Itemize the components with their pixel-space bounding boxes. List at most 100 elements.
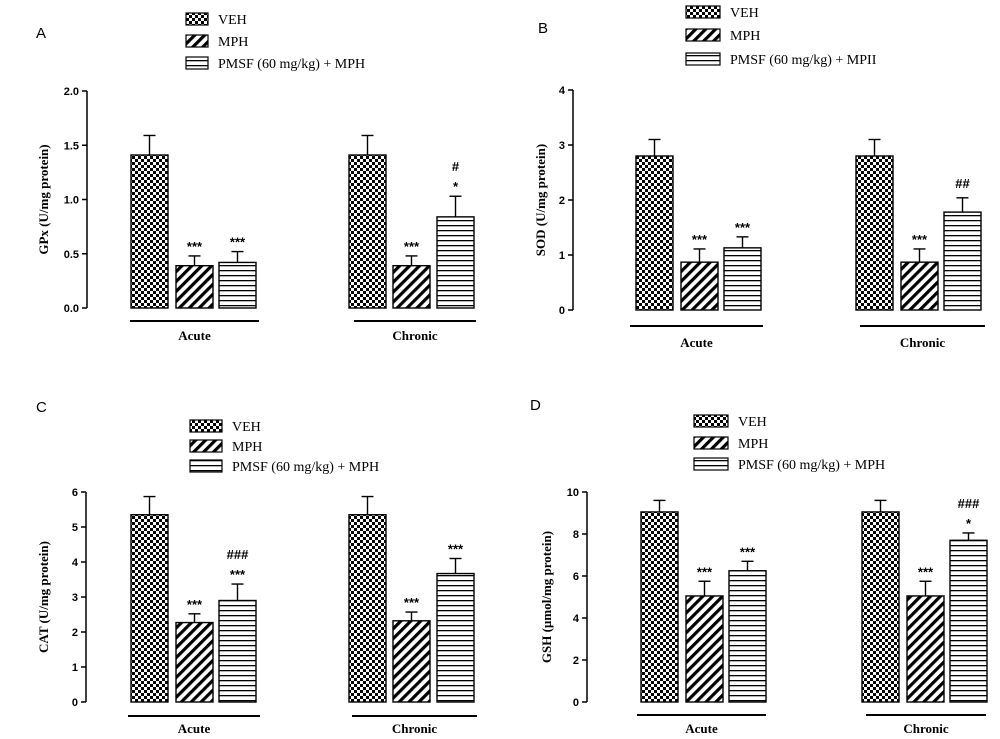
- significance-label: ***: [448, 542, 464, 557]
- bar-acute-pmsf-60-mg-kg-mpii: [723, 247, 762, 311]
- legend-label: MPH: [738, 437, 768, 452]
- significance-label: ***: [740, 544, 756, 559]
- bar-acute-pmsf-60-mg-kg-mph: [218, 261, 257, 309]
- legend-swatch: [693, 457, 729, 471]
- y-tick-label: 0: [72, 697, 78, 709]
- bar-chronic-mph: [392, 264, 431, 309]
- y-axis-title: GPx (U/mg protein): [36, 144, 51, 254]
- y-axis-title: SOD (U/mg protein): [533, 144, 548, 256]
- legend-swatch: [693, 436, 729, 450]
- y-axis-title: GSH (µmol/mg protein): [539, 531, 554, 663]
- bar-chronic-pmsf-60-mg-kg-mph: [436, 216, 475, 309]
- significance-label: ###: [227, 547, 249, 562]
- significance-label: ***: [404, 595, 420, 610]
- legend-label: PMSF (60 mg/kg) + MPII: [730, 53, 877, 68]
- group-label-chronic: Chronic: [392, 328, 437, 343]
- panel-letter: D: [530, 397, 541, 414]
- significance-label: ***: [187, 239, 203, 254]
- significance-label: ***: [697, 564, 713, 579]
- legend-label: MPH: [730, 29, 760, 44]
- group-label-chronic: Chronic: [903, 721, 948, 736]
- y-tick-label: 1: [72, 662, 78, 674]
- legend-label: PMSF (60 mg/kg) + MPH: [218, 57, 365, 72]
- bar-chronic-mph: [906, 595, 945, 703]
- bar-acute-veh: [640, 511, 679, 703]
- panel-letter: B: [538, 20, 548, 37]
- significance-label: ***: [912, 232, 928, 247]
- group-label-chronic: Chronic: [392, 721, 437, 736]
- y-tick-label: 6: [72, 487, 78, 499]
- panel-b: B 0 1 2 3 4 SOD (U/mg protein) *** *** Acute *** ##…: [533, 5, 985, 350]
- legend-swatch: [185, 34, 209, 48]
- legend-swatch: [189, 459, 223, 473]
- y-tick-label: 0: [573, 697, 579, 709]
- legend: VEH MPH PMSF (60 mg/kg) + MPII: [685, 5, 877, 68]
- significance-label: #: [452, 159, 460, 174]
- bar-acute-pmsf-60-mg-kg-mph: [728, 570, 767, 703]
- significance-label: ***: [918, 564, 934, 579]
- significance-label: ***: [187, 597, 203, 612]
- legend-swatch: [685, 5, 721, 19]
- significance-label: *: [453, 179, 459, 194]
- bar-chronic-veh: [348, 514, 387, 703]
- y-tick-label: 0.5: [64, 249, 79, 261]
- bar-chronic-pmsf-60-mg-kg-mph: [436, 572, 475, 703]
- significance-label: ***: [230, 567, 246, 582]
- y-tick-label: 4: [573, 613, 580, 625]
- bar-chronic-mph: [392, 620, 431, 703]
- group-label-acute: Acute: [685, 721, 718, 736]
- legend-label: VEH: [730, 6, 759, 21]
- y-tick-label: 3: [72, 592, 78, 604]
- legend-label: PMSF (60 mg/kg) + MPH: [738, 458, 885, 473]
- significance-label: ***: [735, 220, 751, 235]
- y-tick-label: 2: [72, 627, 78, 639]
- legend-label: VEH: [738, 415, 767, 430]
- bar-chronic-pmsf-60-mg-kg-mpii: [943, 211, 982, 311]
- significance-label: *: [966, 516, 972, 531]
- y-tick-label: 2.0: [64, 86, 79, 98]
- significance-label: ###: [958, 496, 980, 511]
- panel-d: D 0 2 4 6 8 10 GSH (µmol/mg protein) *** *** Acute…: [530, 397, 988, 736]
- significance-label: ***: [230, 235, 246, 250]
- y-tick-label: 2: [573, 655, 579, 667]
- group-label-acute: Acute: [178, 328, 211, 343]
- legend: VEH MPH PMSF (60 mg/kg) + MPH: [693, 414, 885, 473]
- bar-chronic-veh: [861, 511, 900, 703]
- y-tick-label: 10: [567, 487, 579, 499]
- bar-chronic-veh: [348, 154, 387, 309]
- panel-c: C 0 1 2 3 4 5 6 CAT (U/mg protein) *** ### *** Acute…: [36, 399, 477, 736]
- y-tick-label: 1.5: [64, 140, 79, 152]
- legend-swatch: [685, 28, 721, 42]
- y-tick-label: 1: [559, 250, 565, 262]
- legend-label: VEH: [232, 420, 261, 435]
- bar-acute-veh: [130, 154, 169, 309]
- legend-swatch: [189, 439, 223, 453]
- y-tick-label: 0.0: [64, 303, 79, 315]
- bar-acute-veh: [635, 155, 674, 311]
- legend-swatch: [185, 56, 209, 70]
- bar-acute-mph: [175, 621, 214, 703]
- legend-label: VEH: [218, 13, 247, 28]
- panel-letter: C: [36, 399, 47, 416]
- y-tick-label: 4: [72, 557, 79, 569]
- legend-label: PMSF (60 mg/kg) + MPH: [232, 460, 379, 475]
- legend-label: MPH: [232, 440, 262, 455]
- y-tick-label: 0: [559, 305, 565, 317]
- significance-label: ***: [692, 232, 708, 247]
- legend-swatch: [693, 414, 729, 428]
- bar-chronic-pmsf-60-mg-kg-mph: [949, 539, 988, 703]
- y-axis-title: CAT (U/mg protein): [36, 541, 51, 653]
- bar-acute-mph: [175, 264, 214, 309]
- bar-chronic-veh: [855, 155, 894, 311]
- y-tick-label: 1.0: [64, 195, 79, 207]
- bar-acute-mph: [680, 261, 719, 311]
- group-label-acute: Acute: [178, 721, 211, 736]
- legend-swatch: [685, 52, 721, 66]
- bar-acute-veh: [130, 514, 169, 703]
- legend: VEH MPH PMSF (60 mg/kg) + MPH: [185, 12, 365, 72]
- group-label-acute: Acute: [680, 335, 713, 350]
- y-tick-label: 8: [573, 529, 579, 541]
- legend-swatch: [185, 12, 209, 26]
